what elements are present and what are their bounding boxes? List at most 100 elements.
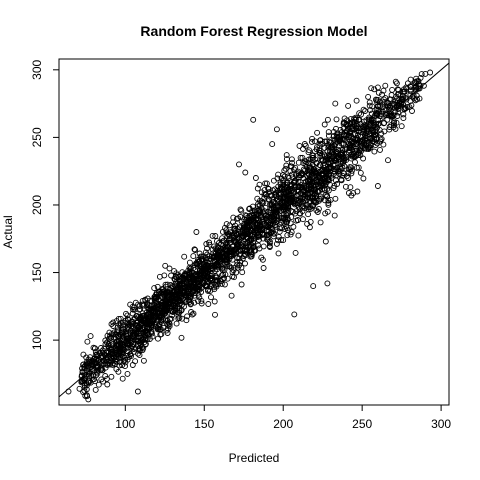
data-point (284, 225, 290, 232)
data-point (110, 319, 117, 326)
data-point (107, 335, 114, 342)
data-point (379, 91, 385, 98)
data-point (333, 116, 340, 123)
data-point (186, 274, 193, 281)
data-point (178, 334, 185, 341)
data-point (202, 249, 209, 256)
data-point (372, 123, 379, 130)
data-point (372, 96, 379, 103)
data-point (219, 238, 226, 245)
data-point (266, 240, 273, 247)
y-axis: 100 150 200 250 300 (30, 59, 59, 350)
data-point (237, 258, 244, 265)
data-point (227, 248, 234, 255)
data-point (126, 353, 132, 360)
data-point (298, 170, 305, 177)
data-point (159, 299, 166, 306)
data-point (209, 232, 216, 239)
data-point (262, 180, 269, 187)
data-point (347, 130, 354, 137)
data-point (282, 165, 289, 172)
data-point (321, 121, 328, 128)
data-point (322, 157, 329, 164)
data-point (336, 136, 343, 143)
data-point (263, 217, 270, 224)
data-point (366, 102, 373, 109)
data-point (187, 294, 194, 300)
data-point (275, 183, 282, 190)
data-point (252, 175, 259, 181)
data-point (360, 175, 367, 182)
data-point (309, 152, 316, 159)
data-point (278, 175, 285, 182)
data-point (327, 165, 334, 172)
data-point (266, 244, 273, 250)
data-point (340, 125, 347, 132)
data-point (307, 198, 314, 205)
data-point (177, 285, 184, 292)
data-point (393, 104, 400, 110)
data-point (404, 80, 411, 87)
data-point (259, 256, 266, 263)
data-point (214, 244, 221, 250)
data-point (307, 204, 314, 210)
data-point (326, 153, 333, 159)
data-point (206, 239, 213, 246)
data-point (309, 155, 316, 162)
data-point (361, 140, 368, 147)
y-tick-label: 300 (30, 59, 44, 79)
data-point (324, 176, 331, 183)
data-point (229, 256, 236, 263)
data-point (339, 172, 346, 179)
data-point (309, 135, 316, 142)
data-point (84, 338, 91, 345)
data-point (280, 215, 287, 222)
data-point (322, 238, 329, 245)
data-point (324, 280, 331, 287)
data-point (358, 111, 364, 118)
data-point (164, 281, 171, 288)
data-point (378, 130, 385, 137)
data-point (267, 213, 274, 220)
data-point (318, 156, 325, 163)
data-point (325, 144, 332, 151)
data-point (297, 154, 304, 161)
data-point (290, 199, 297, 206)
data-point (253, 228, 260, 234)
data-point (380, 141, 387, 148)
data-point (255, 242, 262, 249)
data-point (375, 89, 382, 96)
data-point (345, 190, 352, 196)
data-point (139, 297, 146, 304)
data-point (325, 201, 332, 208)
data-point (120, 326, 127, 332)
data-point (132, 358, 139, 365)
data-point (392, 125, 399, 132)
data-point (259, 224, 266, 231)
x-axis-label: Predicted (229, 451, 280, 465)
data-point (221, 281, 228, 288)
data-point (247, 251, 254, 258)
data-point (336, 171, 343, 177)
data-point (171, 276, 178, 282)
data-point (98, 364, 105, 371)
data-point (110, 355, 117, 362)
data-point (81, 377, 87, 384)
data-point (186, 264, 193, 271)
y-tick-label: 200 (30, 195, 44, 215)
data-point (354, 151, 361, 158)
data-point (265, 186, 272, 192)
data-point (319, 157, 326, 164)
data-point (167, 281, 174, 288)
data-point (325, 132, 332, 139)
data-point (165, 289, 172, 296)
data-point (232, 238, 239, 245)
data-point (171, 307, 178, 313)
data-point (228, 292, 235, 299)
data-point (208, 283, 215, 290)
data-point (288, 214, 295, 221)
y-tick-label: 100 (30, 330, 44, 350)
data-point (272, 221, 279, 228)
data-point (279, 195, 286, 202)
data-point (191, 246, 198, 253)
